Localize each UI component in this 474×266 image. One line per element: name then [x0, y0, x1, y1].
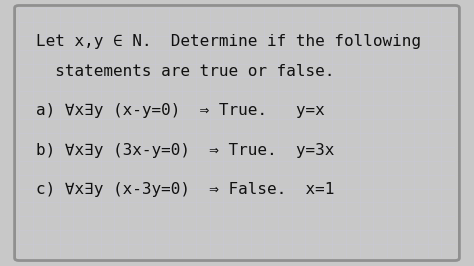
Text: b) ∀x∃y (3x-y=0)  ⇒ True.  y=3x: b) ∀x∃y (3x-y=0) ⇒ True. y=3x: [36, 143, 335, 158]
Text: c) ∀x∃y (x-3y=0)  ⇒ False.  x=1: c) ∀x∃y (x-3y=0) ⇒ False. x=1: [36, 182, 335, 197]
Text: a) ∀x∃y (x-y=0)  ⇒ True.   y=x: a) ∀x∃y (x-y=0) ⇒ True. y=x: [36, 103, 325, 118]
Text: statements are true or false.: statements are true or false.: [36, 64, 335, 79]
Text: Let x,y ∈ N.  Determine if the following: Let x,y ∈ N. Determine if the following: [36, 34, 421, 49]
